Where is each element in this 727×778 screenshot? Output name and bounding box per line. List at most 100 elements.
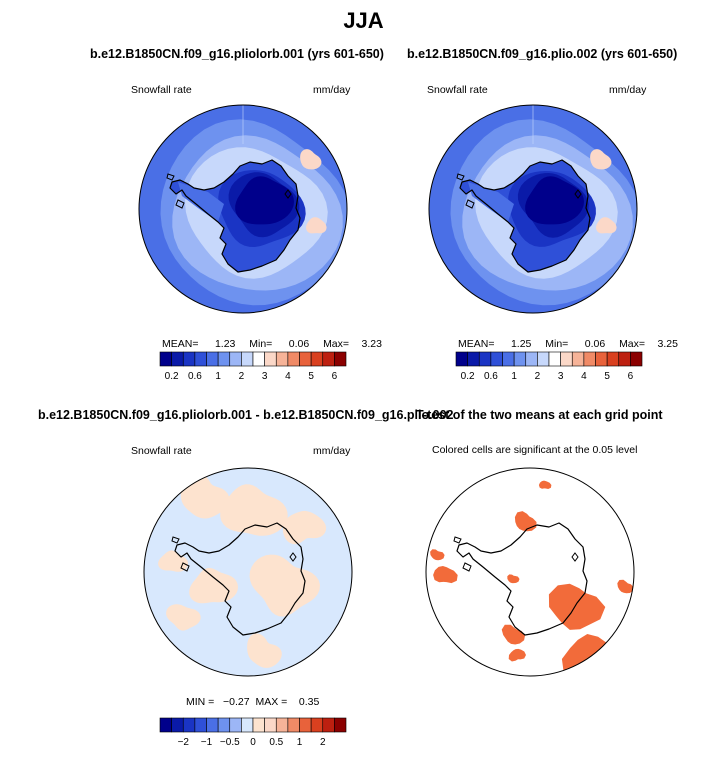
panel3-island xyxy=(289,552,297,562)
panel3-units-label: mm/day xyxy=(313,445,351,457)
panel3-map xyxy=(143,467,353,677)
panel2-map xyxy=(428,104,638,314)
panel1-island xyxy=(175,199,185,209)
panel2-colorbar-box xyxy=(618,351,631,367)
panel2-colorbar-tick-label: 0.6 xyxy=(484,371,498,382)
panel2-island xyxy=(465,199,475,209)
main-title: JJA xyxy=(343,8,384,33)
panel2-max-label: Max= xyxy=(619,338,646,350)
panel2-colorbar-box xyxy=(630,351,643,367)
panel4-significant-cells xyxy=(561,634,626,676)
panel1-max-label: Max= xyxy=(323,338,350,350)
panel2-island xyxy=(456,173,465,181)
panel4-significant-cells xyxy=(617,579,634,594)
panel1-colorbar-tick-label: 2 xyxy=(239,371,245,382)
panel2-coastline xyxy=(459,159,591,273)
panel2-fill-positive xyxy=(596,217,617,234)
panel3-colorbar-tick-label: −2 xyxy=(178,737,190,748)
panel2-colorbar-tick-label: 0.2 xyxy=(461,371,475,382)
panel3-colorbar-box xyxy=(206,717,219,733)
panel1-variable-label: Snowfall rate xyxy=(131,84,192,96)
panel1-min-value: 0.06 xyxy=(288,338,310,350)
panel1-field xyxy=(139,105,347,313)
panel3-map-border xyxy=(143,467,353,677)
panel3-fill-positive xyxy=(282,510,327,545)
panel3-island xyxy=(180,562,190,572)
panel2-colorbar-box xyxy=(606,351,620,367)
panel4-subtitle: Colored cells are significant at the 0.0… xyxy=(432,444,638,456)
panel2-fill-positive xyxy=(590,149,612,170)
panel1-colorbar-tick-label: 1 xyxy=(215,371,221,382)
panel3-colorbar-tick-label: −0.5 xyxy=(220,737,240,748)
panel3-colorbar-tick-label: −1 xyxy=(201,737,213,748)
panel3-island xyxy=(171,536,180,544)
panel4-significant-cells xyxy=(538,480,552,489)
panel1-colorbar-tick-label: 4 xyxy=(285,371,291,382)
panel2-min-label: Min= xyxy=(545,338,569,350)
panel3-colorbar-box xyxy=(171,717,184,733)
panel3-fill-positive xyxy=(247,633,282,668)
panel2-colorbar-box xyxy=(490,351,503,367)
panel4-island xyxy=(453,536,462,544)
panel4-significant-cells xyxy=(501,624,526,645)
panel1-min-label: Min= xyxy=(249,338,273,350)
panel3-colorbar-box xyxy=(182,717,196,733)
panel3-colorbar-tick-label: 0 xyxy=(250,737,256,748)
panel3-fill-positive xyxy=(189,568,238,604)
panel1-coastline xyxy=(169,159,301,273)
panel3-title: b.e12.B1850CN.f09_g16.pliolorb.001 - b.e… xyxy=(38,408,454,422)
panel3-stats: MIN = −0.27 MAX = 0.35 xyxy=(186,696,320,708)
panel1-map-border xyxy=(138,104,348,314)
panel3-fill-positive xyxy=(249,554,320,617)
panel2-colorbar-box xyxy=(455,351,468,367)
panel1-colorbar-box xyxy=(206,351,219,367)
panel1-colorbar-tick-label: 6 xyxy=(332,371,338,382)
panel1-colorbar-box xyxy=(252,351,265,367)
panel2-units-label: mm/day xyxy=(609,84,647,96)
panel1-map xyxy=(138,104,348,314)
panel2-max-value: 3.25 xyxy=(657,338,678,350)
panel2-island xyxy=(574,189,582,199)
panel2-colorbar-tick-label: 2 xyxy=(535,371,541,382)
panel3-colorbar-box xyxy=(334,717,347,733)
panel1-colorbar-box xyxy=(217,351,231,367)
panel3-colorbar-tick-label: 1 xyxy=(297,737,303,748)
panel2-colorbar-box xyxy=(548,351,561,367)
panel2-colorbar-tick-label: 5 xyxy=(604,371,610,382)
panel1-colorbar-box xyxy=(159,351,172,367)
panel3-variable-label: Snowfall rate xyxy=(131,445,192,457)
panel3-colorbar-box xyxy=(252,717,265,733)
panel1-island xyxy=(284,189,292,199)
panel3-colorbar-box xyxy=(194,717,207,733)
panel1-colorbar-box xyxy=(275,351,289,367)
panel2-colorbar: 0.2 0.6 1 2 3 4 5 6 xyxy=(455,351,643,382)
panel4-island xyxy=(462,562,472,572)
panel4-coastline xyxy=(456,522,588,636)
panel3-field xyxy=(144,468,352,676)
panel1-units-label: mm/day xyxy=(313,84,351,96)
panel2-colorbar-box xyxy=(560,351,573,367)
panel4-significant-cells xyxy=(514,511,537,532)
panel3-fill-positive xyxy=(166,604,201,631)
panel3-colorbar-box xyxy=(217,717,231,733)
panel3-colorbar-tick-label: 2 xyxy=(320,737,326,748)
panel2-colorbar-tick-label: 3 xyxy=(558,371,564,382)
panel3-colorbar-box xyxy=(159,717,172,733)
panel3-coastline xyxy=(174,522,306,636)
panel1-max-value: 3.23 xyxy=(361,338,382,350)
panel4-significant-cells xyxy=(433,566,458,584)
panel1-mean-value: 1.23 xyxy=(214,338,236,350)
panel3-fill-positive xyxy=(158,550,189,572)
panel3-colorbar-box xyxy=(275,717,289,733)
panel1-colorbar-box xyxy=(171,351,184,367)
panel1-colorbar-box xyxy=(334,351,347,367)
panel3-colorbar-tick-label: 0.5 xyxy=(269,737,283,748)
panel2-colorbar-box xyxy=(537,351,550,367)
panel2-variable-label: Snowfall rate xyxy=(427,84,488,96)
panel3-colorbar-box xyxy=(299,717,312,733)
panel2-fill-level xyxy=(525,176,584,225)
panel1-colorbar-box xyxy=(299,351,312,367)
panel2-title: b.e12.B1850CN.f09_g16.plio.002 (yrs 601-… xyxy=(407,47,678,61)
panel4-significant-cells xyxy=(548,583,606,630)
panel1-island xyxy=(166,173,175,181)
